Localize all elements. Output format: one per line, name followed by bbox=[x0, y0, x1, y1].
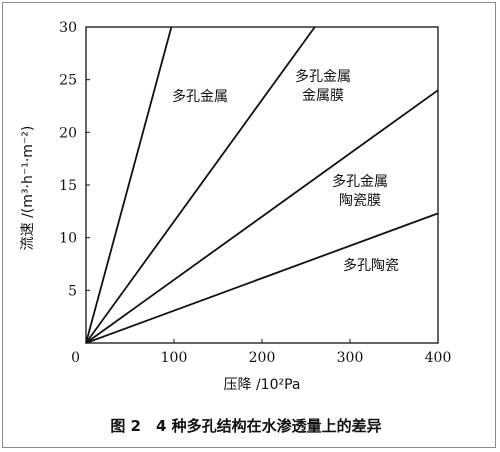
series-line-3 bbox=[85, 89, 439, 344]
x-tick-label: 300 bbox=[337, 350, 364, 366]
x-tick-label: 200 bbox=[249, 350, 276, 366]
series-label-2: 金属膜 bbox=[302, 88, 344, 104]
y-axis-title: 流速 /(m³·h⁻¹·m⁻²) bbox=[20, 126, 36, 251]
x-tick-label: 100 bbox=[161, 350, 188, 366]
series-label-1: 多孔金属 bbox=[172, 88, 228, 105]
y-tick-label: 15 bbox=[59, 178, 77, 194]
x-tick-label: 0 bbox=[71, 350, 80, 366]
series-label-2: 多孔金属 bbox=[295, 68, 351, 85]
series-label-3: 陶瓷膜 bbox=[339, 193, 381, 209]
series-line-1 bbox=[85, 26, 173, 344]
series-label-3: 多孔金属 bbox=[332, 173, 388, 190]
y-tick-label: 10 bbox=[59, 231, 77, 247]
y-tick-label: 25 bbox=[59, 73, 77, 89]
x-axis-title: 压降 /10²Pa bbox=[224, 377, 301, 393]
y-tick-label: 30 bbox=[59, 20, 77, 36]
figure-caption: 图 2 4 种多孔结构在水渗透量上的差异 bbox=[110, 417, 381, 435]
series-line-2 bbox=[85, 26, 316, 344]
series-line-4 bbox=[85, 212, 439, 344]
series-label-4: 多孔陶瓷 bbox=[343, 257, 399, 274]
y-tick-label: 5 bbox=[68, 283, 77, 299]
y-tick-label: 20 bbox=[59, 125, 77, 141]
x-tick-label: 400 bbox=[425, 350, 452, 366]
